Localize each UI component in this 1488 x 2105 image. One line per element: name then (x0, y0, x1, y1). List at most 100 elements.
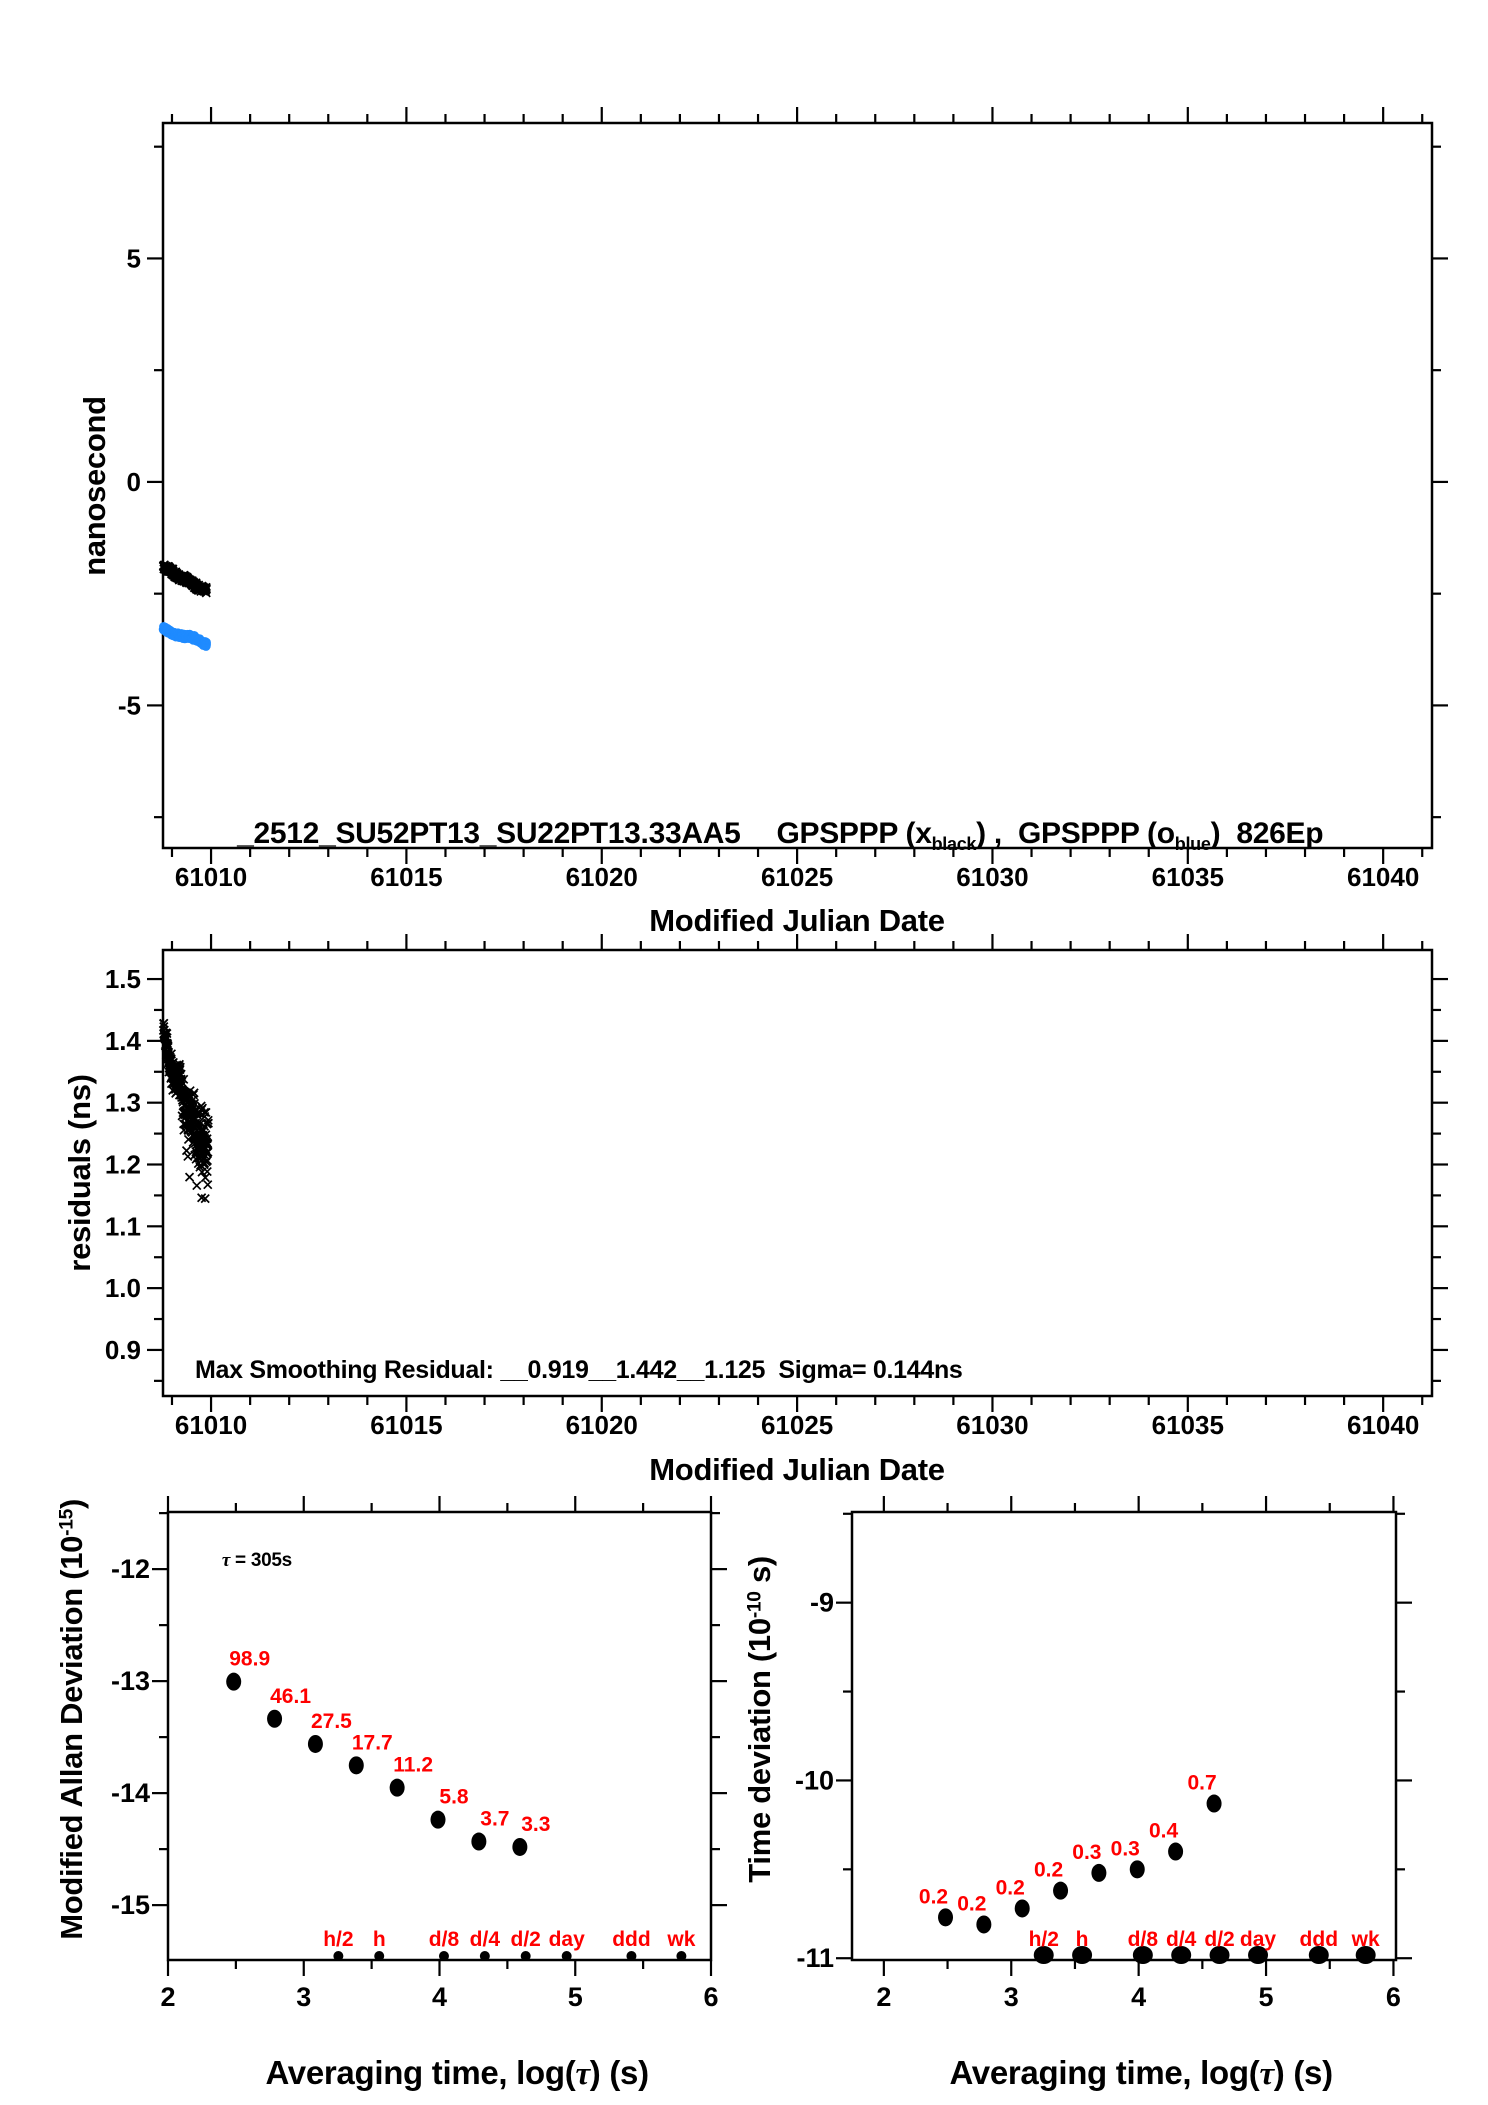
data-point-x (184, 1172, 195, 1182)
x-tick-label: 61030 (956, 1410, 1028, 1440)
value-label: 17.7 (352, 1731, 393, 1754)
calendar-marker (1132, 1946, 1153, 1964)
y-tick-label: 0 (127, 467, 141, 497)
calendar-marker (676, 1951, 687, 1961)
calendar-label: d/2 (511, 1928, 541, 1951)
y-tick-label: 1.5 (105, 964, 141, 994)
calendar-marker (1033, 1946, 1054, 1964)
x-tick-label: 61015 (370, 1410, 442, 1440)
data-point-x (176, 1074, 186, 1084)
x-tick-label: 61040 (1347, 862, 1419, 892)
x-tick-label: 61030 (956, 862, 1028, 892)
value-label: 0.3 (1111, 1837, 1140, 1860)
data-point-x (203, 1180, 213, 1190)
deviation-point (1053, 1881, 1069, 1900)
x-tick-label: 3 (296, 1982, 311, 2012)
title-series2: ) , GPSPPP (o (976, 817, 1175, 850)
panel-mid-frame (161, 948, 1434, 1398)
data-point-x (203, 1115, 213, 1125)
x-tick-label: 61010 (175, 1410, 247, 1440)
calendar-marker (1209, 1946, 1230, 1964)
y-tick-label: -14 (111, 1778, 150, 1808)
data-point-x (183, 1151, 193, 1162)
calendar-marker (1355, 1946, 1376, 1964)
calendar-label: h/2 (1029, 1928, 1059, 1951)
mdev-x-axis-title: Averaging time, log(τ) (s) (231, 2016, 649, 2105)
title-end: ) 826Ep (1210, 817, 1324, 850)
calendar-label: h (373, 1928, 386, 1951)
value-label: 3.3 (521, 1813, 550, 1836)
calendar-marker (1248, 1946, 1269, 1964)
data-point-x (192, 1180, 202, 1191)
deviation-point (1129, 1860, 1145, 1879)
calendar-label: h/2 (323, 1928, 353, 1951)
series-black-crosses (158, 1018, 213, 1204)
middle-y-axis-title: residuals (ns) (62, 1074, 97, 1272)
x-tick-label: 6 (1386, 1982, 1401, 2012)
calendar-marker (333, 1951, 344, 1961)
calendar-label: wk (1351, 1928, 1380, 1951)
tau-annotation-value: = 305s (230, 1550, 292, 1571)
mdev-y-axis-title: Modified Allan Deviation (10-15) (18, 1499, 126, 1973)
calendar-marker (561, 1951, 572, 1961)
value-label: 27.5 (311, 1710, 352, 1733)
calendar-label: day (1240, 1928, 1277, 1951)
title-series1: GPSPPP (x (776, 817, 932, 850)
data-point-x (200, 1173, 210, 1183)
deviation-point (1206, 1794, 1222, 1813)
value-label: 0.2 (957, 1892, 986, 1915)
tau-annotation-symbol: τ (221, 1550, 231, 1571)
mdev-xlabel-pre: Averaging time, log( (265, 2054, 576, 2091)
x-tick-label: 61035 (1152, 862, 1224, 892)
data-point-x (203, 1139, 213, 1149)
deviation-point (1168, 1842, 1184, 1861)
calendar-marker (1308, 1946, 1329, 1964)
deviation-point (226, 1672, 242, 1691)
deviation-point (348, 1756, 364, 1775)
y-tick-label: -9 (810, 1588, 834, 1618)
calendar-marker (1072, 1946, 1093, 1964)
calendar-marker (374, 1951, 385, 1961)
tau-annotation: τ = 305s (202, 1528, 292, 1594)
x-tick-label: 61020 (566, 1410, 638, 1440)
data-point-x (203, 1147, 213, 1157)
deviation-point (267, 1709, 283, 1728)
tdev-ylabel-post: s) (742, 1556, 777, 1592)
y-tick-label: -10 (795, 1765, 834, 1795)
data-point-x (203, 1118, 213, 1128)
calendar-label: wk (666, 1928, 695, 1951)
deviation-point (307, 1734, 323, 1753)
y-tick-label: 5 (127, 243, 141, 273)
value-label: 5.8 (439, 1786, 469, 1809)
data-point-x (166, 1049, 177, 1059)
y-tick-label: -15 (111, 1890, 150, 1920)
calendar-label: d/4 (470, 1928, 501, 1951)
x-tick-label: 4 (1131, 1982, 1146, 2012)
data-point-x (200, 1194, 210, 1204)
x-tick-label: 6 (703, 1982, 718, 2012)
top-y-axis-title: nanosecond (77, 396, 112, 576)
data-point-x (189, 1088, 199, 1098)
y-tick-label: 1.0 (105, 1273, 141, 1303)
x-tick-label: 5 (1259, 1982, 1274, 2012)
panel-br-frame (850, 1510, 1398, 1962)
deviation-point (512, 1837, 528, 1856)
x-tick-label: 61035 (1152, 1410, 1224, 1440)
value-label: 0.4 (1149, 1820, 1179, 1843)
value-label: 11.2 (393, 1754, 433, 1777)
data-point-x (201, 1107, 211, 1118)
calendar-marker (520, 1951, 531, 1961)
title-sub-black: black (931, 834, 977, 855)
mdev-ylabel-exponent: -15 (56, 1509, 78, 1536)
calendar-label: d/2 (1204, 1928, 1234, 1951)
value-label: 0.2 (1034, 1859, 1063, 1882)
value-label: 46.1 (270, 1685, 311, 1708)
x-tick-label: 4 (432, 1982, 447, 2012)
x-tick-label: 61025 (761, 862, 833, 892)
deviation-point (1091, 1863, 1107, 1882)
calendar-label: day (549, 1928, 586, 1951)
title-dataset-id: _2512_SU52PT13_SU22PT13.33AA5 (237, 817, 741, 850)
middle-x-axis-title: Modified Julian Date (649, 1452, 945, 1487)
tdev-ylabel-pre: Time deviation (10 (742, 1618, 777, 1883)
y-tick-label: 1.3 (105, 1088, 141, 1118)
